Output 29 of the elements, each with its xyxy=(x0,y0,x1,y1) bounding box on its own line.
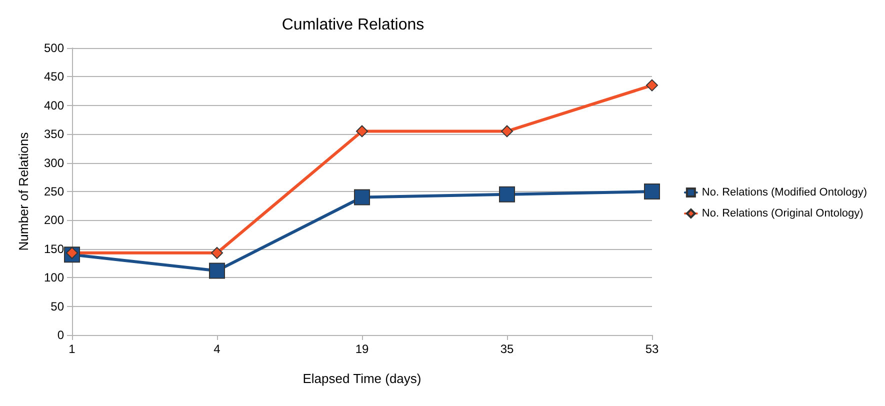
chart-title: Cumlative Relations xyxy=(282,16,424,34)
point xyxy=(211,246,223,259)
y-tick-label: 250 xyxy=(44,184,64,198)
y-tick-label: 100 xyxy=(44,270,64,285)
x-tick-label: 53 xyxy=(645,342,659,356)
point xyxy=(646,79,658,92)
y-tick-label: 150 xyxy=(44,242,64,256)
y-tick-label: 300 xyxy=(44,156,64,170)
y-tick-label: 350 xyxy=(44,127,64,142)
y-tick-label: 0 xyxy=(57,328,64,342)
point xyxy=(356,125,368,138)
point xyxy=(354,189,370,206)
point xyxy=(209,262,225,279)
y-tick-label: 200 xyxy=(44,213,64,228)
y-tick-label: 450 xyxy=(44,70,64,84)
point xyxy=(499,186,515,202)
y-tick-label: 500 xyxy=(44,41,64,55)
x-tick-label: 1 xyxy=(68,342,76,356)
x-tick-label: 19 xyxy=(355,342,369,356)
y-tick-label: 400 xyxy=(44,98,64,112)
point xyxy=(644,184,660,200)
y-tick-label: 50 xyxy=(50,299,64,314)
point xyxy=(501,125,513,138)
legend-label: No. Relations (Original Ontology) xyxy=(702,208,864,220)
x-tick-label: 4 xyxy=(214,342,221,356)
legend-label: No. Relations (Modified Ontology) xyxy=(702,186,868,198)
x-axis-title: Elapsed Time (days) xyxy=(302,371,422,386)
x-tick-label: 35 xyxy=(500,342,514,356)
y-axis-title: Number of Relations xyxy=(16,132,31,251)
